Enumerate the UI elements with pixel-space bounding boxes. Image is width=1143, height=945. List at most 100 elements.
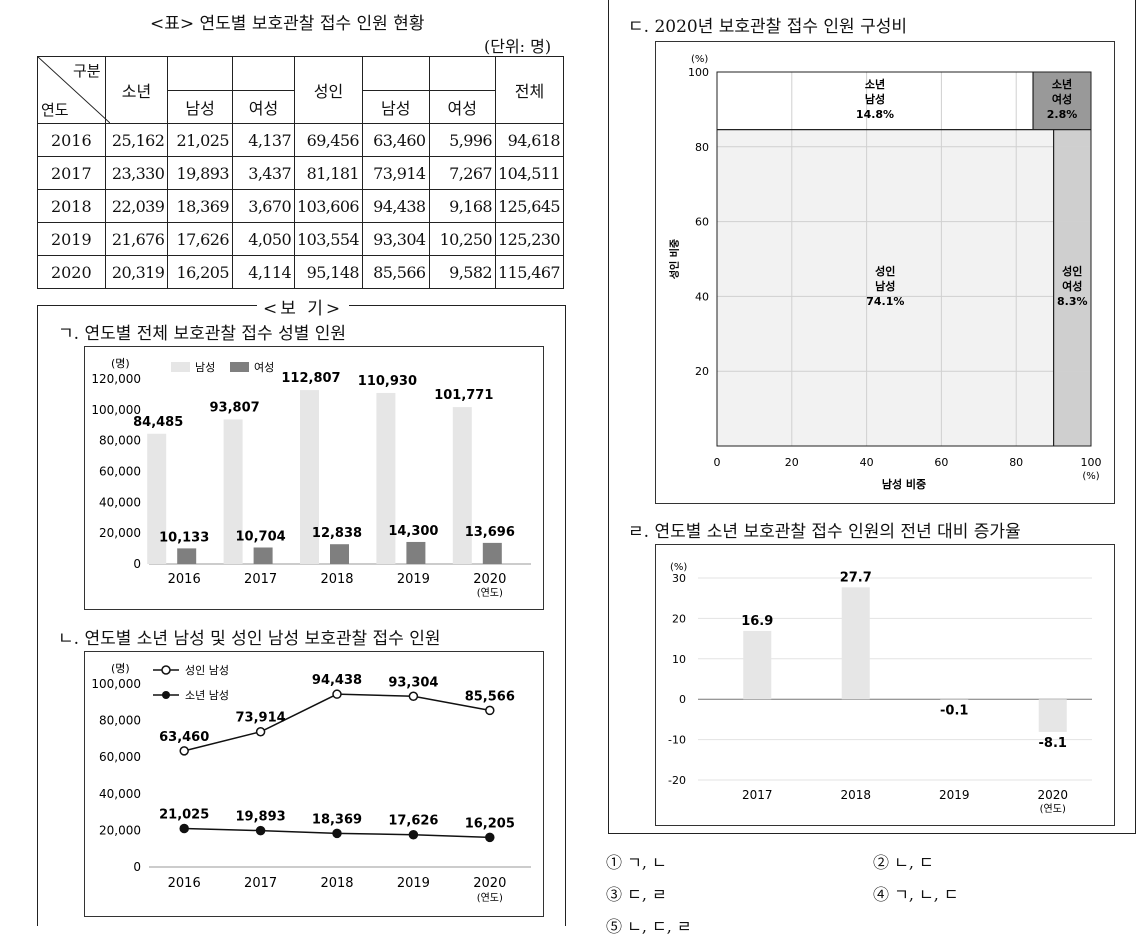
x-tick-label: 2016 [168, 572, 201, 587]
point-juvenile-male [255, 825, 266, 836]
bar-male [376, 392, 396, 564]
y-tick-label: -10 [668, 734, 686, 747]
option-number: ① [606, 853, 623, 872]
chart-ra: (%) -20 -10 0 10 20 30 16.9 2017 27.7 2018 -0.1 2019… [668, 562, 1092, 815]
y-unit-label: (%) [670, 562, 687, 573]
legend-marker-juvenile [162, 691, 170, 699]
label-adult-female-line1: 성인 [1062, 264, 1082, 278]
value-cell: 103,606 [294, 189, 364, 223]
corner-bottom-label: 연도 [41, 101, 69, 119]
option-number: ② [873, 853, 890, 872]
bar-male [300, 390, 319, 564]
x-tick-label: 2017 [742, 788, 773, 802]
value-cell: 17,626 [167, 222, 233, 256]
x-tick-label: 2020 [473, 572, 506, 587]
answer-option-5[interactable]: ⑤ ㄴ, ㄷ, ㄹ [606, 913, 692, 937]
y-tick-label: 20,000 [99, 526, 141, 540]
data-label-juvenile-male: 19,893 [236, 810, 286, 825]
y-tick-label: 30 [672, 572, 686, 585]
bar-male [147, 433, 167, 564]
legend-label-male: 남성 [195, 361, 215, 374]
chart-ra-title: ㄹ. 연도별 소년 보호관찰 접수 인원의 전년 대비 증가율 [628, 522, 1021, 542]
data-label-female: 14,300 [388, 524, 438, 539]
legend-label-adult-male: 성인 남성 [185, 664, 229, 677]
header-adult-female: 여성 [428, 90, 496, 124]
value-cell: 103,554 [294, 222, 364, 256]
y-tick-label: 100 [688, 66, 709, 79]
answer-option-4[interactable]: ④ ㄱ, ㄴ, ㄷ [873, 881, 959, 905]
year-cell: 2020 [37, 255, 106, 289]
x-tick-label: 0 [714, 456, 721, 469]
value-cell: 4,050 [231, 222, 296, 256]
value-cell: 7,267 [428, 156, 496, 190]
growth-bar [743, 630, 772, 700]
value-cell: 3,437 [231, 156, 296, 190]
y-tick-label: 60 [695, 216, 709, 229]
x-tick-label: 80 [1009, 456, 1023, 469]
y-tick-label: 120,000 [91, 372, 141, 386]
table-row: 2017 23,330 19,893 3,437 81,181 73,914 7… [37, 156, 565, 190]
chart-ga-frame: (명) 0 20,000 40,000 60,000 80,000 100,000 120,0… [84, 346, 544, 610]
data-label-juvenile-male: 21,025 [159, 808, 209, 823]
table-row: 2018 22,039 18,369 3,670 103,606 94,438 … [37, 189, 565, 223]
value-cell: 25,162 [104, 123, 169, 157]
x-tick-label: 2018 [840, 788, 871, 802]
option-text: ㄷ, ㄹ [627, 885, 667, 904]
answer-option-1[interactable]: ① ㄱ, ㄴ [606, 849, 667, 873]
year-cell: 2016 [37, 123, 106, 157]
y-tick-label: 40,000 [99, 787, 141, 801]
legend-label-female: 여성 [254, 361, 274, 374]
point-adult-male [255, 726, 266, 737]
chart-na-title: ㄴ. 연도별 소년 남성 및 성인 남성 보호관찰 접수 인원 [58, 629, 441, 649]
chart-na: (명) 0 20,000 40,000 60,000 80,000 100,000 성인 남성… [91, 662, 531, 904]
header-blank [428, 56, 496, 91]
data-label-male: 112,807 [281, 371, 340, 386]
cell-adult-male [717, 129, 1054, 446]
data-label: 27.7 [840, 570, 872, 585]
x-tick-label: 20 [785, 456, 799, 469]
header-adult: 성인 [294, 56, 364, 124]
value-cell: 93,304 [362, 222, 430, 256]
answer-option-2[interactable]: ② ㄴ, ㄷ [873, 849, 934, 873]
header-juvenile-female: 여성 [231, 90, 296, 124]
option-number: ③ [606, 885, 623, 904]
value-cell: 4,137 [231, 123, 296, 157]
point-juvenile-male [485, 832, 495, 843]
point-adult-male [408, 691, 419, 702]
data-table: 구분 연도 소년 성인 전체 남성 여성 남성 여성 2016 25,162 2… [37, 56, 565, 289]
chart-da-title: ㄷ. 2020년 보호관찰 접수 인원 구성비 [628, 17, 908, 37]
y-tick-label: 0 [133, 557, 141, 571]
value-cell: 5,996 [428, 123, 496, 157]
option-text: ㄴ, ㄷ [894, 853, 934, 872]
value-cell: 18,369 [167, 189, 233, 223]
value-cell: 23,330 [104, 156, 169, 190]
value-cell: 9,582 [428, 255, 496, 289]
header-total: 전체 [494, 56, 565, 124]
label-juvenile-male-line1: 소년 [865, 77, 885, 91]
chart-ga-title: ㄱ. 연도별 전체 보호관찰 접수 성별 인원 [58, 324, 347, 344]
y-tick-label: 20 [672, 612, 686, 625]
label-adult-female-line2: 여성 [1062, 279, 1082, 293]
header-adult-male: 남성 [362, 90, 430, 124]
bar-male [452, 407, 472, 564]
bar-female [482, 542, 502, 564]
value-cell: 63,460 [362, 123, 430, 157]
data-label-male: 101,771 [434, 388, 493, 403]
y-tick-label: 0 [133, 860, 141, 874]
bar-female [330, 544, 349, 564]
value-cell: 94,438 [362, 189, 430, 223]
value-cell: 21,676 [104, 222, 169, 256]
option-number: ⑤ [606, 917, 623, 936]
answer-option-3[interactable]: ③ ㄷ, ㄹ [606, 881, 667, 905]
label-adult-male-line1: 성인 [875, 264, 895, 278]
label-juvenile-female-line2: 여성 [1052, 92, 1072, 106]
line-adult-male [184, 693, 490, 752]
table-unit: (단위: 명) [484, 37, 552, 56]
label-juvenile-male-line2: 남성 [865, 92, 885, 106]
y-unit-label: (%) [691, 54, 708, 65]
label-juvenile-female-line1: 소년 [1052, 77, 1072, 91]
label-juvenile-male-pct: 14.8% [856, 108, 894, 121]
x-tick-label: 2019 [397, 572, 430, 587]
chart-na-frame: (명) 0 20,000 40,000 60,000 80,000 100,000 성인 남성… [84, 651, 544, 917]
y-tick-label: -20 [668, 774, 686, 787]
